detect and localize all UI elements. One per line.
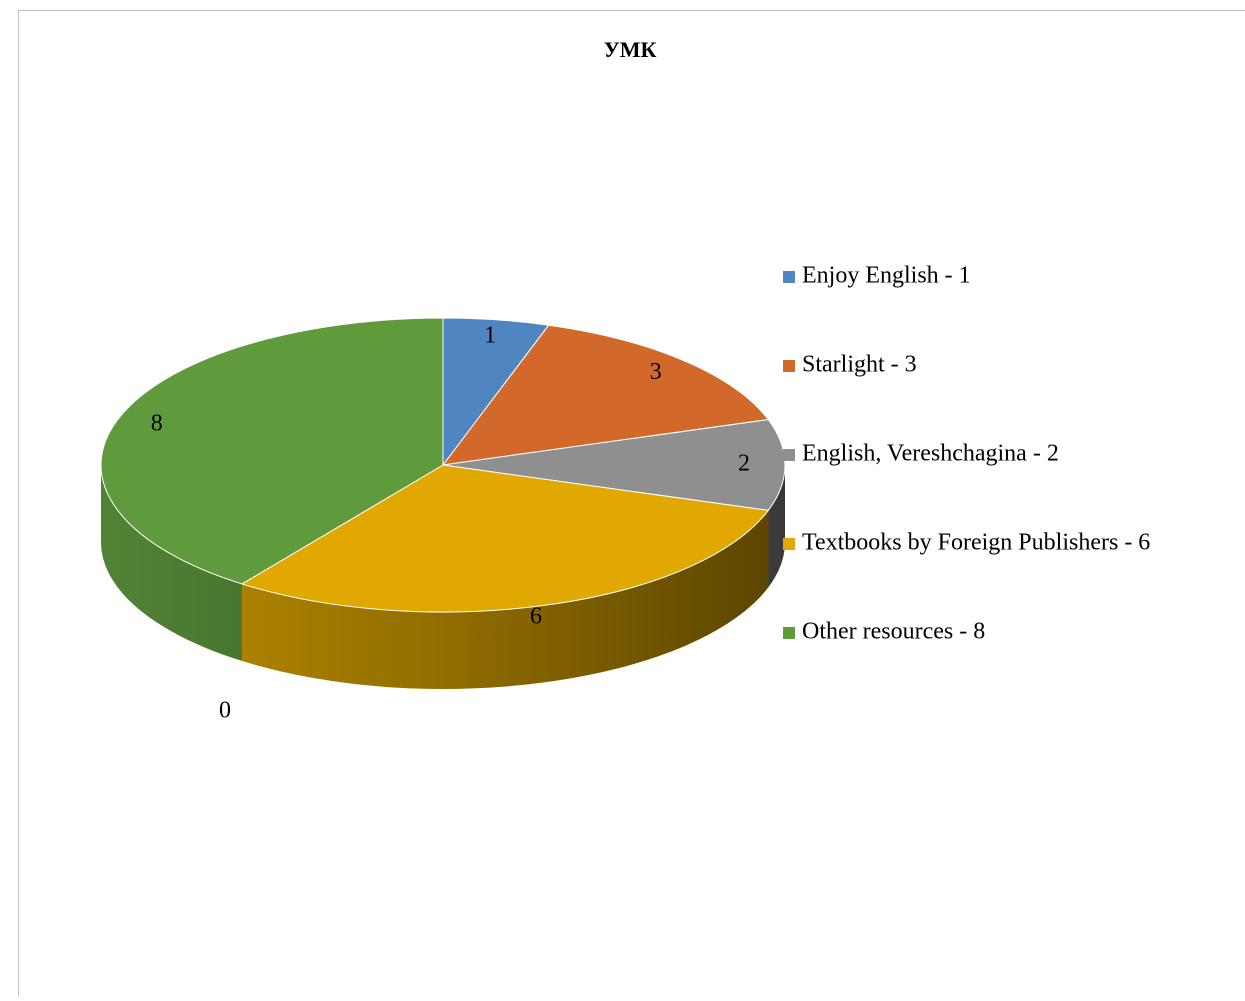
legend-swatch <box>783 627 795 639</box>
data-label: 6 <box>530 604 542 630</box>
data-label: 1 <box>484 323 496 349</box>
legend-label: English, Vereshchagina - 2 <box>802 441 1059 467</box>
legend-swatch <box>783 449 795 461</box>
legend-swatch <box>783 271 795 283</box>
legend-label: Textbooks by Foreign Publishers - 6 <box>802 530 1150 556</box>
legend-label: Enjoy English - 1 <box>802 263 971 289</box>
data-label: 2 <box>738 451 750 477</box>
data-label: 0 <box>219 698 231 724</box>
legend-swatch <box>783 360 795 372</box>
legend-label: Other resources - 8 <box>802 619 985 645</box>
data-label: 3 <box>650 359 662 385</box>
legend-swatch <box>783 538 795 550</box>
legend-label: Starlight - 3 <box>802 352 917 378</box>
chart-title: УМК <box>604 37 657 62</box>
data-label: 8 <box>151 411 163 437</box>
